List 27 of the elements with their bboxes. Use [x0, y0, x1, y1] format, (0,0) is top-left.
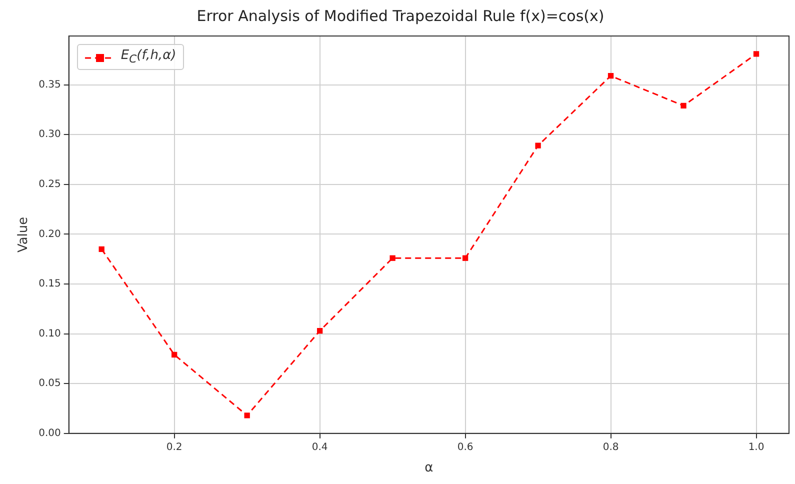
point [244, 412, 250, 418]
point [98, 246, 104, 252]
point [316, 328, 323, 334]
y-tick-label: 0.15 [38, 278, 61, 290]
y-tick-label: 0.30 [38, 129, 61, 140]
point [680, 102, 686, 109]
point [535, 142, 541, 148]
x-tick-label: 0.6 [457, 442, 474, 453]
legend-label: E$_{C}$(f,h,α) [120, 48, 176, 66]
y-tick-label: 0.20 [38, 228, 61, 240]
point [462, 255, 468, 261]
point [753, 51, 760, 57]
x-tick-label: 1.0 [748, 442, 764, 453]
x-tick-label: 0.8 [602, 442, 619, 453]
point [390, 255, 396, 261]
x-axis-title: α [424, 460, 434, 476]
y-tick-label: 0.00 [38, 428, 61, 439]
y-axis-title: Value [16, 216, 32, 253]
point [172, 352, 178, 358]
point [608, 73, 614, 79]
y-tick-label: 0.05 [38, 378, 61, 390]
chart-title: Error Analysis of Modified Trapezoidal Rule f(x)=cos(x) [196, 6, 604, 25]
x-tick-label: 0.4 [312, 442, 328, 453]
x-tick-label: 0.2 [166, 442, 182, 453]
y-tick-label: 0.35 [38, 79, 61, 90]
y-tick-label: 0.10 [38, 328, 61, 340]
y-tick-label: 0.25 [38, 178, 61, 190]
